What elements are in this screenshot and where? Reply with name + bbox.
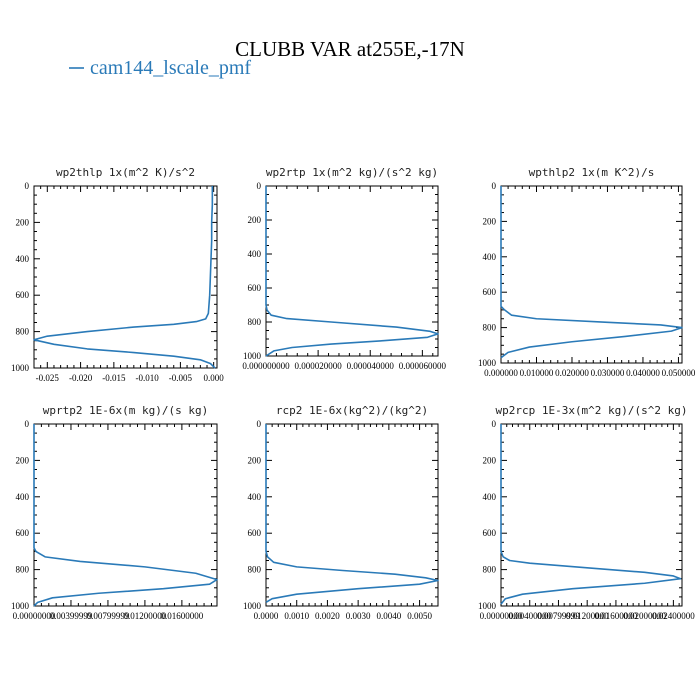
panel-title: wp2rtp 1x(m^2 kg)/(s^2 kg)	[266, 166, 438, 179]
plot-frame	[265, 423, 439, 607]
series-line	[500, 424, 682, 605]
x-tick-label: 0.01600000	[595, 611, 638, 621]
panel-title: wp2thlp 1x(m^2 K)/s^2	[56, 166, 195, 179]
panel-4: wprtp2 1E-6x(m kg)/(s kg) 0 200 400 600 800 10…	[11, 404, 218, 621]
x-tick-label: 0.01200000	[566, 611, 609, 621]
y-tick-label: 1000	[243, 351, 262, 361]
x-tick-label: 0.050000	[662, 368, 696, 378]
x-tick-label: -0.010	[136, 373, 160, 383]
y-tick-label: 800	[248, 317, 262, 327]
legend-label: cam144_lscale_pmf	[90, 57, 251, 79]
series-line	[33, 186, 216, 369]
series-line	[265, 186, 439, 357]
y-tick-label: 400	[16, 254, 30, 264]
x-tick-label: 0.000040000	[347, 361, 395, 371]
x-tick-label: 0.02000000	[623, 611, 666, 621]
plot-frame	[33, 423, 218, 607]
y-tick-label: 600	[16, 528, 30, 538]
x-tick-label: 0.00399999	[50, 611, 93, 621]
x-tick-label: -0.020	[69, 373, 93, 383]
y-tick-label: 800	[16, 565, 30, 575]
x-tick-label: 0.000000	[484, 368, 518, 378]
y-tick-label: 400	[248, 492, 262, 502]
y-tick-label: 1000	[243, 601, 262, 611]
panel-title: wp2rcp 1E-3x(m^2 kg)/(s^2 kg)	[495, 404, 687, 417]
y-tick-label: 400	[483, 252, 497, 262]
y-tick-label: 200	[483, 455, 497, 465]
x-tick-label: -0.015	[102, 373, 126, 383]
x-tick-label: 0.0010	[284, 611, 309, 621]
y-tick-label: 1000	[11, 601, 30, 611]
y-tick-label: 200	[16, 217, 30, 227]
x-tick-label: 0.000	[204, 373, 225, 383]
panel-title: wpthlp2 1x(m K^2)/s	[529, 166, 655, 179]
x-tick-label: 0.0050	[407, 611, 432, 621]
y-tick-label: 1000	[11, 363, 30, 373]
y-tick-label: 0	[25, 419, 30, 429]
x-tick-label: 0.0040	[376, 611, 401, 621]
plot-frame	[265, 185, 439, 357]
y-tick-label: 0	[492, 181, 497, 191]
y-tick-label: 0	[257, 419, 262, 429]
y-tick-label: 600	[483, 287, 497, 297]
figure-title: CLUBB VAR at255E,-17N	[235, 37, 465, 61]
y-tick-label: 600	[483, 528, 497, 538]
x-tick-label: 0.00400000	[508, 611, 551, 621]
x-tick-label: 0.030000	[591, 368, 625, 378]
x-tick-label: -0.025	[36, 373, 60, 383]
series-line	[33, 424, 218, 607]
legend: cam144_lscale_pmf	[69, 57, 251, 79]
y-tick-label: 200	[248, 455, 262, 465]
x-tick-label: 0.020000	[555, 368, 589, 378]
panel-title: wprtp2 1E-6x(m kg)/(s kg)	[43, 404, 209, 417]
x-tick-label: 0.0030	[346, 611, 371, 621]
x-tick-label: 0.00799999	[537, 611, 580, 621]
x-tick-label: 0.00000000	[480, 611, 523, 621]
y-tick-label: 1000	[478, 358, 497, 368]
y-tick-label: 600	[248, 283, 262, 293]
x-tick-label: 0.040000	[626, 368, 660, 378]
y-tick-label: 800	[483, 565, 497, 575]
y-tick-label: 400	[16, 492, 30, 502]
y-tick-label: 800	[16, 327, 30, 337]
series-line	[265, 424, 439, 604]
x-tick-label: -0.005	[169, 373, 193, 383]
x-tick-label: 0.00000000	[13, 611, 56, 621]
panel-6: wp2rcp 1E-3x(m^2 kg)/(s^2 kg) 0 200 400 600 8…	[478, 404, 695, 621]
x-tick-label: 0.000020000	[294, 361, 342, 371]
y-tick-label: 1000	[478, 601, 497, 611]
x-tick-label: 0.0000	[254, 611, 279, 621]
y-tick-label: 200	[248, 215, 262, 225]
y-tick-label: 0	[25, 181, 30, 191]
panel-title: rcp2 1E-6x(kg^2)/(kg^2)	[276, 404, 428, 417]
y-tick-label: 200	[483, 216, 497, 226]
x-tick-label: 0.02400000	[652, 611, 695, 621]
x-tick-label: 0.01600000	[161, 611, 204, 621]
panel-2: wp2rtp 1x(m^2 kg)/(s^2 kg) 0 200 400 600 800 1…	[242, 166, 446, 371]
panel-grid: wp2thlp 1x(m^2 K)/s^2 0 200 400 600 800 1000 -0…	[11, 166, 696, 621]
x-tick-label: 0.0020	[315, 611, 340, 621]
x-tick-label: 0.000000000	[242, 361, 290, 371]
x-tick-label: 0.000060000	[399, 361, 447, 371]
panel-3: wpthlp2 1x(m K^2)/s 0 200 400 600 800 10000.00…	[478, 166, 696, 378]
panel-5: rcp2 1E-6x(kg^2)/(kg^2) 0 200 400 600 800 1000…	[243, 404, 439, 621]
y-tick-label: 600	[16, 290, 30, 300]
x-tick-label: 0.010000	[520, 368, 554, 378]
y-tick-label: 800	[483, 323, 497, 333]
series-line	[500, 186, 683, 359]
x-tick-label: 0.00799999	[87, 611, 130, 621]
y-tick-label: 0	[492, 419, 497, 429]
plot-frame	[500, 185, 683, 364]
y-tick-label: 0	[257, 181, 262, 191]
panel-1: wp2thlp 1x(m^2 K)/s^2 0 200 400 600 800 1000 -0…	[11, 166, 224, 383]
y-tick-label: 200	[16, 455, 30, 465]
y-tick-label: 800	[248, 565, 262, 575]
y-tick-label: 400	[248, 249, 262, 259]
x-tick-label: 0.01200000	[124, 611, 167, 621]
plot-frame	[500, 423, 683, 607]
y-tick-label: 600	[248, 528, 262, 538]
y-tick-label: 400	[483, 492, 497, 502]
plot-frame	[33, 185, 218, 369]
